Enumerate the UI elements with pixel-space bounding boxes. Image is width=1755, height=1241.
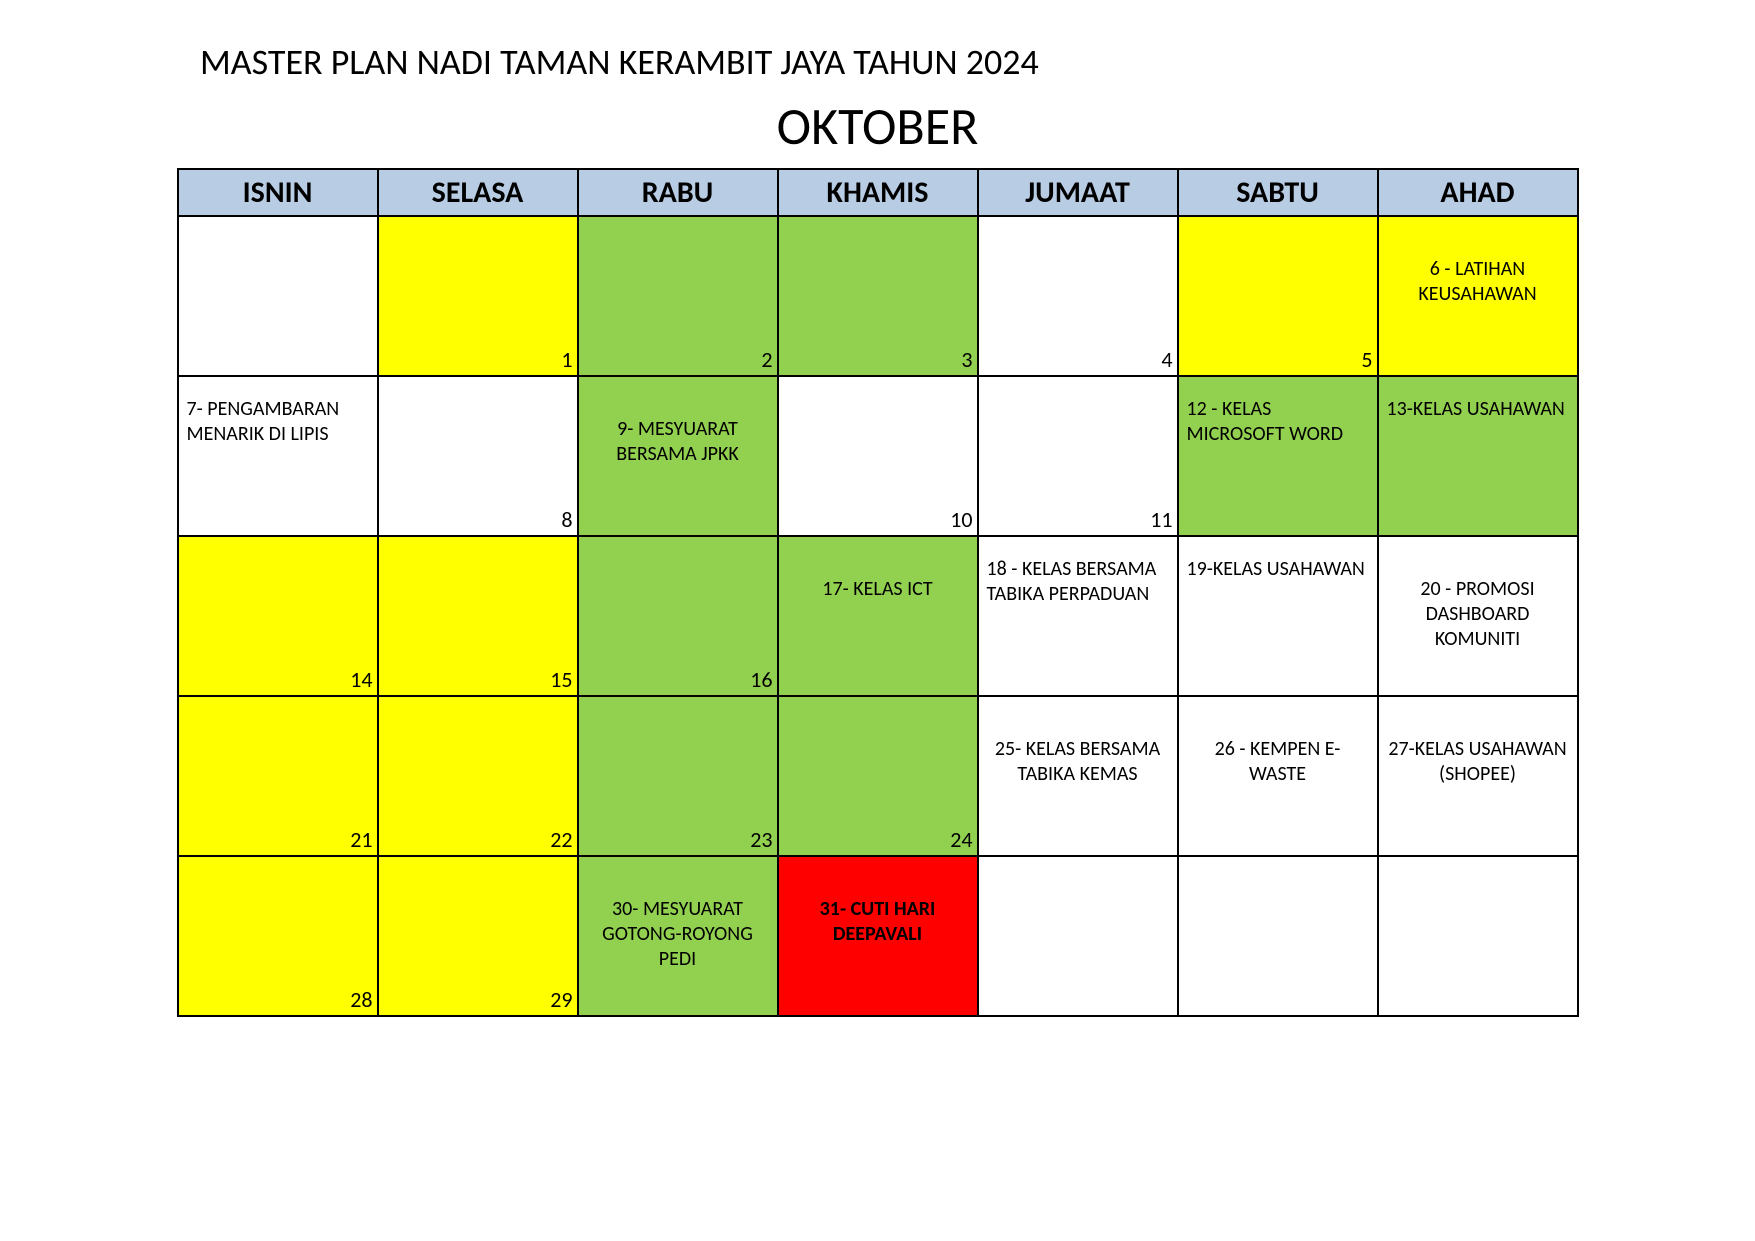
calendar-day-number: 29 <box>550 986 572 1013</box>
calendar-day-cell <box>1378 856 1578 1016</box>
calendar-day-cell: 16 <box>578 536 778 696</box>
calendar-day-cell: 13-KELAS USAHAWAN <box>1378 376 1578 536</box>
calendar-header-cell: AHAD <box>1378 169 1578 216</box>
calendar-day-cell: 7- PENGAMBARAN MENARIK DI LIPIS <box>178 376 378 536</box>
calendar-event-text: 17- KELAS ICT <box>779 537 977 602</box>
calendar-event-text: 9- MESYUARAT BERSAMA JPKK <box>579 377 777 467</box>
calendar-header-cell: KHAMIS <box>778 169 978 216</box>
calendar-event-text: 6 - LATIHAN KEUSAHAWAN <box>1379 217 1577 307</box>
calendar-day-number: 5 <box>1361 346 1372 373</box>
calendar-day-number: 15 <box>550 666 572 693</box>
calendar-body: 123456 - LATIHAN KEUSAHAWAN7- PENGAMBARA… <box>178 216 1578 1016</box>
calendar-event-text: 13-KELAS USAHAWAN <box>1379 377 1577 422</box>
calendar-week-row: 21 22 23 24 25- KELAS BERSAMA TABIKA KEMAS26… <box>178 696 1578 856</box>
page-title: MASTER PLAN NADI TAMAN KERAMBIT JAYA TAH… <box>100 40 1655 84</box>
calendar-day-cell: 10 <box>778 376 978 536</box>
calendar-week-row: 7- PENGAMBARAN MENARIK DI LIPIS 8 9- MESYU… <box>178 376 1578 536</box>
calendar-day-cell: 30- MESYUARAT GOTONG-ROYONG PEDI <box>578 856 778 1016</box>
calendar-event-text: 20 - PROMOSI DASHBOARD KOMUNITI <box>1379 537 1577 652</box>
calendar-event-text: 27-KELAS USAHAWAN (SHOPEE) <box>1379 697 1577 787</box>
calendar-header-cell: SABTU <box>1178 169 1378 216</box>
calendar-day-cell: 3 <box>778 216 978 376</box>
calendar-day-number: 10 <box>950 506 972 533</box>
calendar-event-text: 12 - KELAS MICROSOFT WORD <box>1179 377 1377 447</box>
month-title: OKTOBER <box>100 94 1655 158</box>
calendar-header-cell: ISNIN <box>178 169 378 216</box>
calendar-day-number: 24 <box>950 826 972 853</box>
calendar-day-cell: 22 <box>378 696 578 856</box>
calendar-day-cell <box>1178 856 1378 1016</box>
calendar-day-number: 11 <box>1150 506 1172 533</box>
calendar-day-cell: 26 - KEMPEN E-WASTE <box>1178 696 1378 856</box>
calendar-header-cell: RABU <box>578 169 778 216</box>
calendar-day-number: 8 <box>561 506 572 533</box>
calendar-day-cell: 1 <box>378 216 578 376</box>
calendar-event-text: 31- CUTI HARI DEEPAVALI <box>779 857 977 947</box>
calendar-day-number: 23 <box>750 826 772 853</box>
calendar-day-cell <box>978 856 1178 1016</box>
calendar-day-cell: 28 <box>178 856 378 1016</box>
calendar-event-text: 25- KELAS BERSAMA TABIKA KEMAS <box>979 697 1177 787</box>
calendar-day-number: 16 <box>750 666 772 693</box>
calendar-day-cell: 6 - LATIHAN KEUSAHAWAN <box>1378 216 1578 376</box>
calendar-event-text: 30- MESYUARAT GOTONG-ROYONG PEDI <box>579 857 777 972</box>
calendar-day-cell: 29 <box>378 856 578 1016</box>
calendar-day-cell: 27-KELAS USAHAWAN (SHOPEE) <box>1378 696 1578 856</box>
calendar-week-row: 1 2 3 4 5 6 - LATIHAN KEUSAHAWAN <box>178 216 1578 376</box>
calendar-header-cell: JUMAAT <box>978 169 1178 216</box>
calendar-event-text: 19-KELAS USAHAWAN <box>1179 537 1377 582</box>
calendar-day-cell: 8 <box>378 376 578 536</box>
calendar-day-number: 14 <box>350 666 372 693</box>
calendar-table: ISNINSELASARABUKHAMISJUMAATSABTUAHAD 123… <box>177 168 1579 1017</box>
calendar-day-cell: 25- KELAS BERSAMA TABIKA KEMAS <box>978 696 1178 856</box>
calendar-day-number: 2 <box>761 346 772 373</box>
calendar-day-cell: 11 <box>978 376 1178 536</box>
calendar-day-cell: 19-KELAS USAHAWAN <box>1178 536 1378 696</box>
calendar-day-cell: 24 <box>778 696 978 856</box>
calendar-day-cell: 21 <box>178 696 378 856</box>
calendar-event-text: 18 - KELAS BERSAMA TABIKA PERPADUAN <box>979 537 1177 607</box>
calendar-week-row: 14 15 16 17- KELAS ICT18 - KELAS BERSAMA TA… <box>178 536 1578 696</box>
calendar-header-row: ISNINSELASARABUKHAMISJUMAATSABTUAHAD <box>178 169 1578 216</box>
calendar-day-number: 28 <box>350 986 372 1013</box>
calendar-day-cell: 31- CUTI HARI DEEPAVALI <box>778 856 978 1016</box>
calendar-day-cell <box>178 216 378 376</box>
calendar-day-cell: 2 <box>578 216 778 376</box>
calendar-week-row: 28 29 30- MESYUARAT GOTONG-ROYONG PEDI31- … <box>178 856 1578 1016</box>
calendar-day-cell: 23 <box>578 696 778 856</box>
calendar-day-cell: 17- KELAS ICT <box>778 536 978 696</box>
calendar-day-number: 4 <box>1161 346 1172 373</box>
calendar-day-cell: 20 - PROMOSI DASHBOARD KOMUNITI <box>1378 536 1578 696</box>
calendar-header-cell: SELASA <box>378 169 578 216</box>
calendar-event-text: 7- PENGAMBARAN MENARIK DI LIPIS <box>179 377 377 447</box>
calendar-event-text: 26 - KEMPEN E-WASTE <box>1179 697 1377 787</box>
calendar-day-cell: 4 <box>978 216 1178 376</box>
calendar-day-cell: 5 <box>1178 216 1378 376</box>
calendar-day-cell: 15 <box>378 536 578 696</box>
calendar-day-number: 1 <box>561 346 572 373</box>
calendar-day-cell: 14 <box>178 536 378 696</box>
calendar-day-cell: 18 - KELAS BERSAMA TABIKA PERPADUAN <box>978 536 1178 696</box>
calendar-day-number: 22 <box>550 826 572 853</box>
calendar-day-cell: 9- MESYUARAT BERSAMA JPKK <box>578 376 778 536</box>
calendar-day-number: 3 <box>961 346 972 373</box>
calendar-day-cell: 12 - KELAS MICROSOFT WORD <box>1178 376 1378 536</box>
calendar-day-number: 21 <box>350 826 372 853</box>
